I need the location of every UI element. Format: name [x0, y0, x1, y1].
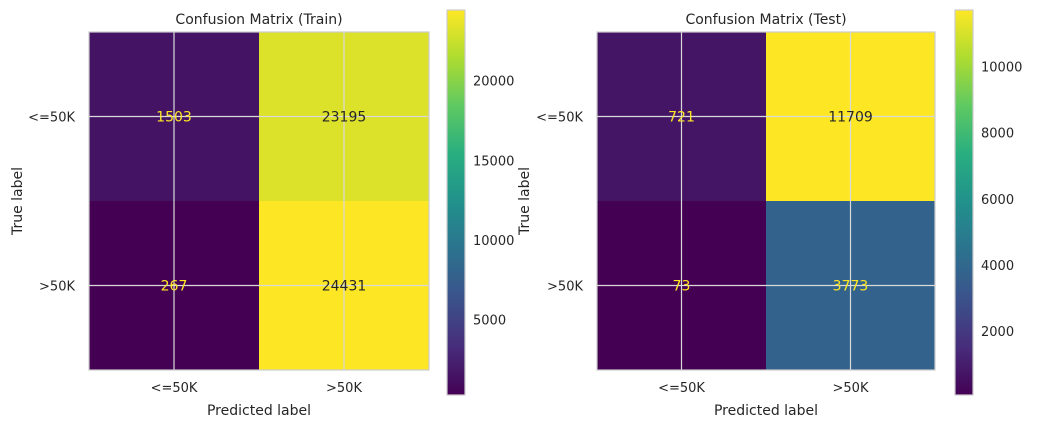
y-axis-label: True label [517, 167, 533, 236]
x-tick-label: >50K [326, 381, 362, 396]
colorbar-ticks: 5000 10000 15000 20000 [473, 75, 514, 329]
cell-value-label: 23195 [322, 110, 367, 126]
colorbar-tick-label: 5000 [473, 314, 506, 329]
train-confusion-matrix: Confusion Matrix (Train) 1503 23195 267 244… [10, 9, 514, 419]
colorbar-ticks: 2000 4000 6000 8000 10000 [981, 61, 1022, 341]
cell-value-label: 11709 [828, 110, 873, 126]
x-tick-label: <=50K [151, 381, 198, 396]
x-tick-labels: <=50K >50K [658, 381, 869, 396]
x-axis-label: Predicted label [207, 403, 311, 419]
cell-value-label: 721 [668, 110, 695, 126]
x-tick-labels: <=50K >50K [151, 381, 363, 396]
y-tick-label: <=50K [536, 111, 583, 126]
cell-value-label: 73 [673, 279, 691, 295]
gridlines [89, 32, 429, 370]
cell-value-label: 24431 [322, 279, 367, 295]
y-tick-labels: <=50K >50K [536, 111, 583, 295]
colorbar-tick-label: 10000 [473, 234, 514, 249]
chart-title: Confusion Matrix (Test) [685, 12, 846, 28]
y-tick-label: >50K [547, 280, 583, 295]
y-tick-label: <=50K [28, 111, 75, 126]
gridlines [597, 32, 935, 370]
colorbar-tick-label: 4000 [981, 259, 1014, 274]
colorbar-tick-label: 2000 [981, 325, 1014, 340]
colorbar-tick-label: 8000 [981, 127, 1014, 142]
y-axis-label: True label [10, 167, 26, 236]
test-confusion-matrix: Confusion Matrix (Test) 721 11709 73 3773 <… [517, 9, 1022, 419]
plot-frame [596, 31, 936, 371]
cell-value-labels: 1503 23195 267 24431 [156, 110, 366, 295]
plot-frame [88, 31, 430, 371]
y-tick-labels: <=50K >50K [28, 111, 75, 295]
x-axis-label: Predicted label [714, 403, 818, 419]
y-tick-label: >50K [39, 280, 75, 295]
cell-value-label: 267 [161, 279, 188, 295]
x-tick-label: >50K [833, 381, 869, 396]
colorbar-tick-label: 10000 [981, 61, 1022, 76]
colorbar-tick-label: 6000 [981, 193, 1014, 208]
x-tick-label: <=50K [658, 381, 705, 396]
colorbar-tick-label: 20000 [473, 75, 514, 90]
cell-value-label: 1503 [156, 110, 192, 126]
heatmap-cells [89, 32, 430, 371]
colorbar [446, 9, 466, 396]
chart-title: Confusion Matrix (Train) [175, 12, 342, 28]
colorbar [954, 9, 974, 396]
cell-value-labels: 721 11709 73 3773 [668, 110, 873, 295]
colorbar-tick-label: 15000 [473, 154, 514, 169]
cell-value-label: 3773 [833, 279, 869, 295]
heatmap-cells [597, 32, 936, 371]
